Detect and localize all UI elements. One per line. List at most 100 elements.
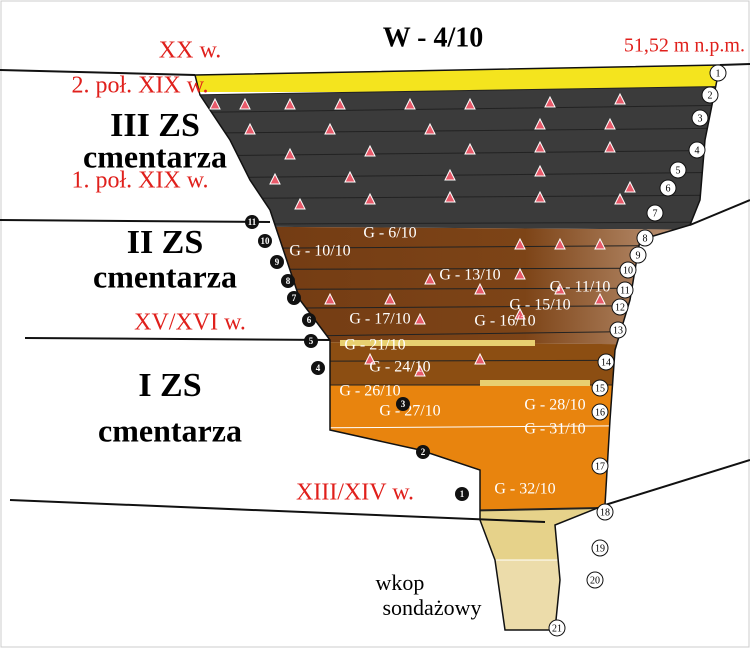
phase-marker — [281, 274, 295, 288]
layer-number: 21 — [552, 623, 562, 634]
layer-marker — [609, 321, 627, 339]
layer-marker — [629, 246, 647, 264]
zone-label: II ZS — [127, 224, 204, 261]
layer-number: 7 — [653, 208, 658, 219]
marker — [534, 190, 546, 203]
layer-marker — [586, 571, 604, 589]
marker — [269, 172, 281, 185]
grave-label: G - 6/10 — [363, 225, 416, 242]
phase-number: 2 — [421, 447, 426, 457]
phase-number: 11 — [248, 217, 257, 227]
phase-marker — [245, 215, 259, 229]
layer-number: 15 — [595, 383, 605, 394]
layer-marker — [709, 64, 727, 82]
phase-marker — [258, 234, 272, 248]
marker — [604, 117, 616, 130]
layer-number: 5 — [676, 165, 681, 176]
marker — [624, 180, 636, 193]
layer-number: 17 — [595, 461, 605, 472]
layer-number: 10 — [623, 265, 633, 276]
phase-number: 7 — [292, 293, 297, 303]
marker — [324, 292, 336, 305]
grave-label: G - 28/10 — [524, 397, 585, 414]
layer-number: 20 — [590, 575, 600, 586]
marker — [514, 267, 526, 280]
period-label: XV/XVI w. — [134, 310, 246, 336]
layer-marker — [591, 403, 609, 421]
trench-label: sondażowy — [383, 595, 482, 620]
layer-marker — [669, 161, 687, 179]
zone-label: III ZS — [110, 107, 200, 144]
phase-number: 5 — [309, 336, 314, 346]
marker — [514, 307, 526, 320]
phase-number: 9 — [275, 257, 280, 267]
marker — [424, 122, 436, 135]
period-label: 1. poł. XIX w. — [71, 168, 208, 194]
marker — [594, 292, 606, 305]
marker — [444, 190, 456, 203]
marker — [239, 97, 251, 110]
elevation: 51,52 m n.p.m. — [624, 35, 745, 57]
marker — [464, 97, 476, 110]
grave-label: G - 11/10 — [550, 279, 611, 296]
phase-marker — [311, 361, 325, 375]
grave-label: G - 31/10 — [524, 421, 585, 438]
phase-marker — [304, 334, 318, 348]
zone-label: cmentarza — [83, 138, 227, 174]
marker — [534, 117, 546, 130]
marker — [554, 282, 566, 295]
marker — [544, 95, 556, 108]
layer-marker — [591, 539, 609, 557]
grave-label: G - 21/10 — [344, 337, 405, 354]
phase-marker — [416, 445, 430, 459]
marker — [474, 282, 486, 295]
zone-label: cmentarza — [98, 412, 242, 448]
layer-marker — [616, 281, 634, 299]
phase-number: 8 — [286, 276, 291, 286]
marker — [244, 122, 256, 135]
marker — [444, 168, 456, 181]
layer-number: 11 — [620, 285, 630, 296]
layer-number: 14 — [601, 357, 611, 368]
layer-marker — [548, 619, 566, 637]
grave-label: G - 16/10 — [474, 313, 535, 330]
layer-marker — [611, 298, 629, 316]
layer-number: 2 — [708, 90, 713, 101]
layer-number: 4 — [695, 145, 700, 156]
profile-outline — [194, 64, 721, 631]
marker — [404, 97, 416, 110]
phase-marker — [287, 291, 301, 305]
marker — [464, 142, 476, 155]
marker — [324, 122, 336, 135]
grave-label: G - 32/10 — [494, 481, 555, 498]
layer-marker — [597, 353, 615, 371]
marker — [414, 312, 426, 325]
period-label: XIII/XIV w. — [296, 480, 414, 506]
layer-marker — [688, 141, 706, 159]
layer-number: 3 — [698, 113, 703, 124]
period-label: 2. poł. XIX w. — [71, 73, 208, 99]
layer-marker — [619, 261, 637, 279]
layer-marker — [659, 179, 677, 197]
grave-label: G - 27/10 — [379, 403, 440, 420]
title: W - 4/10 — [383, 22, 484, 53]
layer-marker — [596, 503, 614, 521]
layer-marker — [591, 457, 609, 475]
grave-label: G - 10/10 — [289, 243, 350, 260]
layer-number: 1 — [716, 68, 721, 79]
period-label: XX w. — [159, 38, 221, 64]
marker — [284, 147, 296, 160]
grave-label: G - 26/10 — [339, 383, 400, 400]
layer-number: 13 — [613, 325, 623, 336]
marker — [594, 237, 606, 250]
marker — [284, 97, 296, 110]
layer-marker — [591, 379, 609, 397]
phase-marker — [396, 397, 410, 411]
phase-marker — [455, 487, 469, 501]
marker — [474, 352, 486, 365]
grave-label: G - 15/10 — [509, 297, 570, 314]
marker — [364, 144, 376, 157]
marker — [209, 97, 221, 110]
